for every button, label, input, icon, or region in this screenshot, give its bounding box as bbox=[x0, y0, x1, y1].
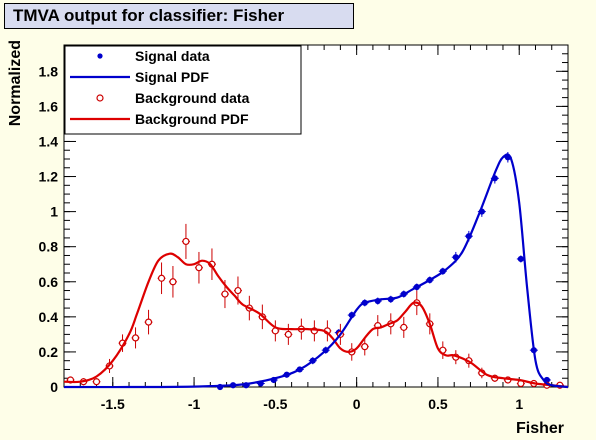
y-tick-label: 0.6 bbox=[39, 274, 59, 290]
signal-data-point bbox=[517, 255, 524, 263]
background-data-point bbox=[284, 330, 292, 338]
x-tick-label: -0.5 bbox=[263, 396, 287, 412]
y-tick-label: 1.8 bbox=[39, 63, 59, 79]
legend-label: Signal PDF bbox=[135, 69, 209, 85]
legend-label: Background PDF bbox=[135, 111, 249, 127]
legend-label: Background data bbox=[135, 90, 250, 106]
x-tick-label: 0 bbox=[353, 396, 361, 412]
y-tick-label: 0.2 bbox=[39, 344, 59, 360]
background-data-point bbox=[361, 343, 369, 351]
y-tick-label: 0 bbox=[50, 379, 58, 395]
y-tick-label: 0.4 bbox=[39, 309, 59, 325]
background-data-point bbox=[131, 334, 140, 342]
x-axis-label: Fisher bbox=[516, 420, 564, 437]
legend-label: Signal data bbox=[135, 48, 210, 64]
legend: Signal data Signal PDF Background data Back… bbox=[64, 45, 302, 135]
background-data-point bbox=[234, 286, 242, 295]
background-data-point bbox=[157, 274, 166, 282]
x-tick-label: 0.5 bbox=[428, 396, 448, 412]
y-tick-label: 1.6 bbox=[39, 98, 59, 114]
background-data-point bbox=[182, 237, 190, 246]
x-tick-label: -1.5 bbox=[101, 396, 125, 412]
background-data-point bbox=[92, 378, 101, 386]
pdf-curves bbox=[63, 153, 569, 389]
signal-pdf-curve bbox=[63, 153, 569, 389]
background-data-point bbox=[221, 290, 229, 298]
x-tick-label: 1 bbox=[515, 396, 523, 412]
chart-title: TMVA output for classifier: Fisher bbox=[4, 3, 354, 29]
y-tick-label: 1.4 bbox=[39, 133, 59, 149]
background-data-point bbox=[400, 323, 408, 331]
background-data-point bbox=[144, 318, 153, 326]
y-tick-label: 0.8 bbox=[39, 239, 59, 255]
y-tick-label: 1 bbox=[50, 204, 58, 220]
background-data-point bbox=[169, 278, 177, 286]
x-tick-label: -1 bbox=[188, 396, 201, 412]
y-tick-label: 1.2 bbox=[39, 169, 59, 185]
background-data-point bbox=[195, 264, 203, 272]
legend-marker-background-data bbox=[96, 94, 104, 102]
y-axis-label: Normalized bbox=[7, 40, 24, 126]
legend-marker-signal-data bbox=[97, 53, 103, 59]
axis-ticks: -1.5 -1 -0.5 0 0.5 1 0 0.2 0.4 0.6 0.8 1 1.2 1.4 1.6 1.… bbox=[39, 45, 569, 412]
background-pdf-curve bbox=[63, 252, 569, 389]
